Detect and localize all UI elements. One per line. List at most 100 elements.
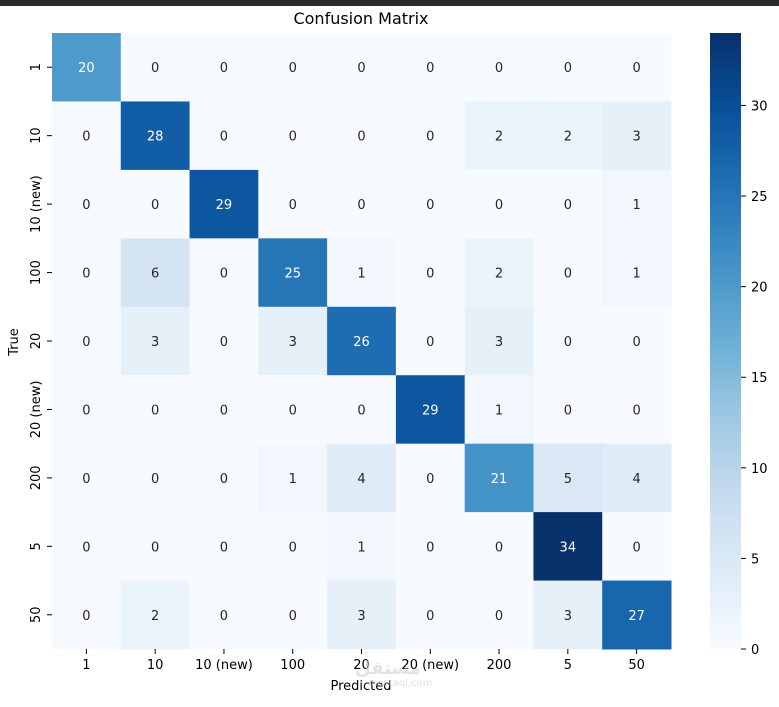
colorbar-tick-label: 10 [751,462,768,477]
heatmap-cell [189,238,259,308]
heatmap-cell-value: 3 [357,609,365,624]
heatmap-cell [52,306,122,376]
confusion-matrix-chart: Confusion Matrix 20 0 0 0 0 0 0 0 00 28 0 0 0 0 2 2 30 0 2… [7,9,768,694]
heatmap-cell-value: 0 [564,267,572,282]
heatmap-cell-value: 2 [151,609,159,624]
heatmap-cell-value: 0 [151,198,159,213]
heatmap-cell [602,512,672,582]
heatmap-cell [120,33,191,102]
heatmap-cell [258,580,328,650]
heatmap-cell-value: 28 [147,130,164,145]
heatmap-cell [395,238,466,308]
heatmap-cell [258,306,328,376]
heatmap-cell [52,33,122,102]
heatmap-cell [327,33,397,102]
heatmap-cell [189,101,259,171]
heatmap-cell-value: 29 [216,198,233,213]
heatmap-cell-value: 0 [220,267,228,282]
heatmap-cell-value: 1 [495,403,503,418]
heatmap-cell [52,238,122,308]
heatmap-cell [464,306,534,376]
heatmap-cell-value: 26 [353,335,370,350]
heatmap-cell-value: 0 [426,130,434,145]
heatmap-cell [533,33,603,102]
heatmap-cell [395,443,466,513]
heatmap-cell [464,33,534,102]
heatmap-cell-value: 3 [632,130,640,145]
heatmap-cell-value: 0 [82,130,90,145]
heatmap-cell [533,306,603,376]
heatmap-cell [395,375,466,445]
heatmap-cell-value: 0 [564,403,572,418]
x-tick-label: 10 (new) [195,658,253,673]
heatmap-cell-value: 0 [357,198,365,213]
heatmap-cell [189,443,259,513]
heatmap-cell-value: 1 [289,472,297,487]
heatmap-cell [602,33,672,102]
heatmap-cell-value: 3 [289,335,297,350]
heatmap-cell-value: 0 [289,198,297,213]
heatmap-cell [464,443,534,513]
heatmap-cell [602,169,672,239]
heatmap-cell-value: 0 [220,472,228,487]
heatmap-cell [52,443,122,513]
heatmap-cells [52,33,672,650]
heatmap-cell-value: 0 [426,61,434,76]
heatmap-cell [464,375,534,445]
heatmap-cell-value: 2 [495,130,503,145]
heatmap-cell-value: 2 [495,267,503,282]
heatmap-cell-value: 0 [495,198,503,213]
heatmap-cell-value: 0 [220,609,228,624]
heatmap-cell-value: 0 [357,61,365,76]
y-axis-ticks: 1 10 10 (new) 100 20 20 (new) 200 5 50 [29,63,52,623]
heatmap-cell [189,306,259,376]
heatmap-cell [327,580,397,650]
heatmap-cell-value: 0 [632,61,640,76]
heatmap-cell [327,375,397,445]
x-tick-label: 20 [353,658,370,673]
heatmap-cell [602,375,672,445]
heatmap-cell-value: 21 [491,472,508,487]
y-tick-label: 20 (new) [29,381,44,439]
heatmap-cell-value: 0 [220,130,228,145]
heatmap-cell [189,580,259,650]
heatmap-cell [464,101,534,171]
heatmap-cell-value: 0 [220,403,228,418]
heatmap-cell [120,443,191,513]
colorbar-ticks: 0 5 10 15 20 25 30 [741,99,768,658]
heatmap-cell [602,238,672,308]
heatmap-cell-value: 0 [632,403,640,418]
heatmap-cell-value: 1 [357,267,365,282]
heatmap-cell-value: 6 [151,267,159,282]
heatmap-cell [395,306,466,376]
colorbar-tick-label: 30 [751,99,768,114]
heatmap-cell-value: 0 [495,540,503,555]
watermark-logo: مستقل [355,658,421,679]
heatmap-cell [533,443,603,513]
heatmap-cell [258,512,328,582]
heatmap-cell [52,512,122,582]
x-tick-label: 100 [280,658,305,673]
heatmap-cell-value: 0 [426,540,434,555]
heatmap-cell-value: 0 [220,61,228,76]
colorbar-tick-label: 5 [751,552,759,567]
heatmap-cell [189,169,259,239]
heatmap-cell-value: 0 [289,403,297,418]
heatmap-cell-value: 0 [82,540,90,555]
heatmap-cell [52,169,122,239]
heatmap-cell-value: 3 [151,335,159,350]
heatmap-cell [464,238,534,308]
heatmap-cell [395,101,466,171]
y-tick-label: 10 (new) [29,175,44,233]
heatmap-cell-value: 0 [151,472,159,487]
heatmap-cell-value: 0 [426,198,434,213]
x-tick-label: 1 [82,658,90,673]
heatmap-cell-value: 1 [357,540,365,555]
heatmap-cell-value: 0 [632,335,640,350]
colorbar [710,33,741,649]
x-axis-label: Predicted [330,679,391,694]
heatmap-cell [533,375,603,445]
heatmap-cell [52,101,122,171]
heatmap-cell-value: 0 [495,61,503,76]
heatmap-cell [120,101,191,171]
